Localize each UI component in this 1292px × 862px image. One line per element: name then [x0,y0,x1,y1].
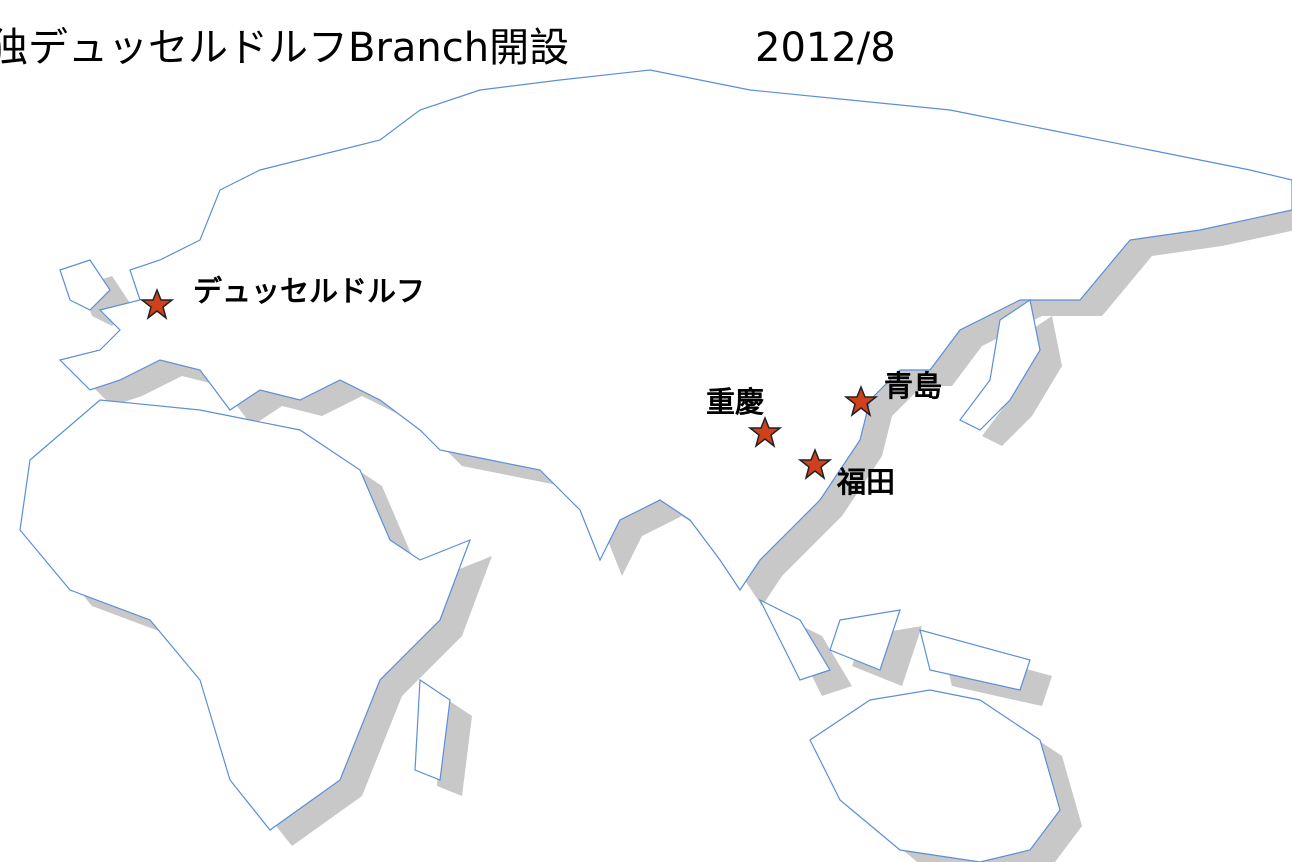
city-label: 青島 [884,369,942,403]
city-label: デュッセルドルフ [193,274,425,308]
date: 2012/8 [755,25,896,71]
land [19,69,1292,862]
city-label: 重慶 [706,385,764,419]
city-label: 福田 [836,465,895,499]
title: 独デュッセルドルフBranch開設 [0,25,569,71]
